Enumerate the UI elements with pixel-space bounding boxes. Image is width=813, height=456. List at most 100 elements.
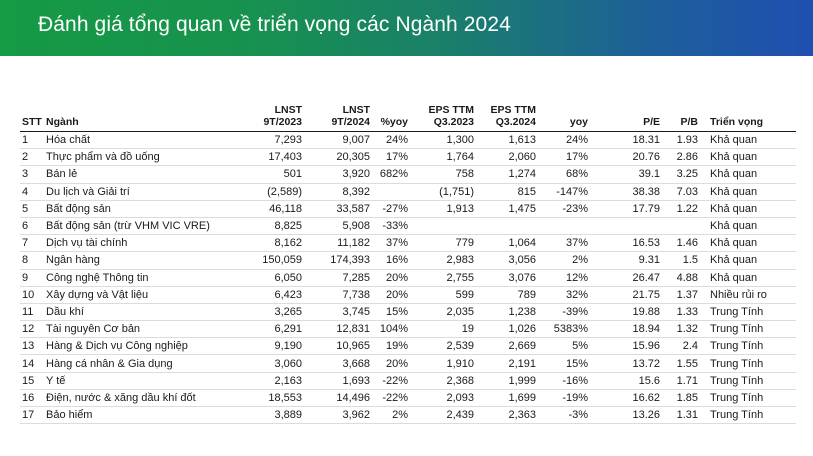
cell-yoy-lnst: -22%	[372, 389, 410, 408]
header-eps-2024: EPS TTM Q3.2024	[490, 104, 536, 128]
cell-pb: 2.86	[662, 148, 700, 167]
table-row: 1 Hóa chất 7,293 9,007 24% 1,300 1,613 24% 18.31…	[20, 131, 796, 150]
cell-eps-2023: 1,300	[410, 131, 476, 150]
cell-eps-2024: 1,026	[476, 320, 538, 339]
cell-yoy-eps: 5%	[538, 337, 590, 356]
cell-stt: 17	[20, 406, 44, 425]
cell-pb: 1.93	[662, 131, 700, 150]
table-row: 11 Dầu khí 3,265 3,745 15% 2,035 1,238 -39% 19.8…	[20, 303, 796, 322]
cell-pe: 18.31	[590, 131, 662, 150]
page-title: Đánh giá tổng quan về triển vọng các Ngà…	[38, 13, 511, 36]
cell-nganh: Du lịch và Giải trí	[44, 183, 244, 201]
cell-eps-2024: 2,669	[476, 337, 538, 356]
cell-eps-2023: 2,093	[410, 389, 476, 408]
cell-outlook: Khả quan	[700, 183, 796, 201]
table-row: 4 Du lịch và Giải trí (2,589) 8,392 (1,751) 8…	[20, 183, 796, 201]
cell-eps-2024: 789	[476, 286, 538, 304]
table-row: 16 Điện, nước & xăng dầu khí đốt 18,553 14,…	[20, 389, 796, 408]
cell-pe: 39.1	[590, 165, 662, 184]
cell-yoy-lnst: 17%	[372, 148, 410, 167]
table-row: 9 Công nghệ Thông tin 6,050 7,285 20% 2,755 3,…	[20, 269, 796, 287]
cell-outlook: Trung Tính	[700, 354, 796, 373]
cell-lnst-2024: 7,738	[304, 286, 372, 304]
cell-pe: 26.47	[590, 269, 662, 287]
cell-eps-2023: 2,983	[410, 251, 476, 270]
cell-pe: 16.62	[590, 389, 662, 408]
cell-outlook: Khả quan	[700, 200, 796, 218]
table-row: 5 Bất động sản 46,118 33,587 -27% 1,913 1,475-…	[20, 200, 796, 218]
cell-pb: 1.22	[662, 200, 700, 218]
cell-nganh: Dầu khí	[44, 303, 244, 322]
cell-lnst-2023: 3,060	[244, 354, 304, 373]
cell-eps-2024: 3,056	[476, 251, 538, 270]
cell-stt: 1	[20, 131, 44, 150]
cell-nganh: Bán lẻ	[44, 165, 244, 184]
cell-yoy-eps: 15%	[538, 354, 590, 373]
cell-eps-2024: 2,363	[476, 406, 538, 425]
cell-nganh: Bất động sản (trừ VHM VIC VRE)	[44, 217, 244, 236]
cell-yoy-lnst: 24%	[372, 131, 410, 150]
cell-pe: 19.88	[590, 303, 662, 322]
cell-eps-2024: 1,613	[476, 131, 538, 150]
cell-eps-2023: 19	[410, 320, 476, 339]
cell-lnst-2023: 2,163	[244, 372, 304, 390]
cell-lnst-2024: 11,182	[304, 234, 372, 253]
cell-lnst-2023: 8,825	[244, 217, 304, 236]
table-row: 6 Bất động sản (trừ VHM VIC VRE) 8,825 5,90…	[20, 217, 796, 236]
cell-eps-2023: 2,035	[410, 303, 476, 322]
header-nganh: Ngành	[46, 116, 79, 128]
cell-yoy-eps: 12%	[538, 269, 590, 287]
cell-outlook: Trung Tính	[700, 389, 796, 408]
cell-yoy-lnst: 104%	[372, 320, 410, 339]
table-row: 8 Ngân hàng 150,059 174,393 16% 2,983 3,056 2% 9…	[20, 251, 796, 270]
cell-nganh: Thực phẩm và đồ uống	[44, 148, 244, 167]
cell-lnst-2024: 3,668	[304, 354, 372, 373]
cell-stt: 14	[20, 354, 44, 373]
header-lnst-2024: LNST 9T/2024	[331, 104, 370, 128]
cell-eps-2024: 2,060	[476, 148, 538, 167]
cell-stt: 10	[20, 286, 44, 304]
cell-lnst-2023: 17,403	[244, 148, 304, 167]
cell-yoy-lnst: 15%	[372, 303, 410, 322]
cell-outlook: Trung Tính	[700, 337, 796, 356]
cell-yoy-lnst: -22%	[372, 372, 410, 390]
header-outlook: Triển vọng	[710, 116, 764, 128]
cell-yoy-eps: 17%	[538, 148, 590, 167]
cell-pe: 20.76	[590, 148, 662, 167]
title-banner: Đánh giá tổng quan về triển vọng các Ngà…	[0, 0, 813, 56]
cell-lnst-2023: 3,889	[244, 406, 304, 425]
cell-pb: 1.31	[662, 406, 700, 425]
cell-lnst-2024: 12,831	[304, 320, 372, 339]
cell-eps-2024: 1,699	[476, 389, 538, 408]
cell-yoy-eps: -19%	[538, 389, 590, 408]
cell-lnst-2024: 5,908	[304, 217, 372, 236]
cell-outlook: Nhiều rủi ro	[700, 286, 796, 304]
cell-pb: 1.71	[662, 372, 700, 390]
cell-pe: 13.26	[590, 406, 662, 425]
cell-nganh: Hóa chất	[44, 131, 244, 150]
cell-pb: 7.03	[662, 183, 700, 201]
cell-outlook: Khả quan	[700, 217, 796, 236]
header-pe: P/E	[643, 116, 660, 128]
cell-yoy-eps: 24%	[538, 131, 590, 150]
cell-stt: 2	[20, 148, 44, 167]
cell-lnst-2024: 33,587	[304, 200, 372, 218]
cell-pb: 4.88	[662, 269, 700, 287]
cell-pe: 21.75	[590, 286, 662, 304]
table-row: 2 Thực phẩm và đồ uống 17,403 20,305 17% 1,76…	[20, 148, 796, 167]
cell-pb: 1.37	[662, 286, 700, 304]
cell-lnst-2023: 501	[244, 165, 304, 184]
header-yoy-lnst: %yoy	[380, 116, 408, 128]
cell-stt: 11	[20, 303, 44, 322]
table-row: 10 Xây dựng và Vật liệu 6,423 7,738 20% 599 78…	[20, 286, 796, 304]
cell-outlook: Khả quan	[700, 165, 796, 184]
cell-yoy-lnst	[372, 183, 410, 201]
cell-eps-2024: 1,064	[476, 234, 538, 253]
cell-eps-2023: 2,755	[410, 269, 476, 287]
cell-eps-2023: 1,764	[410, 148, 476, 167]
cell-yoy-eps: -16%	[538, 372, 590, 390]
cell-yoy-eps: -23%	[538, 200, 590, 218]
cell-eps-2024: 1,274	[476, 165, 538, 184]
cell-nganh: Ngân hàng	[44, 251, 244, 270]
cell-stt: 5	[20, 200, 44, 218]
